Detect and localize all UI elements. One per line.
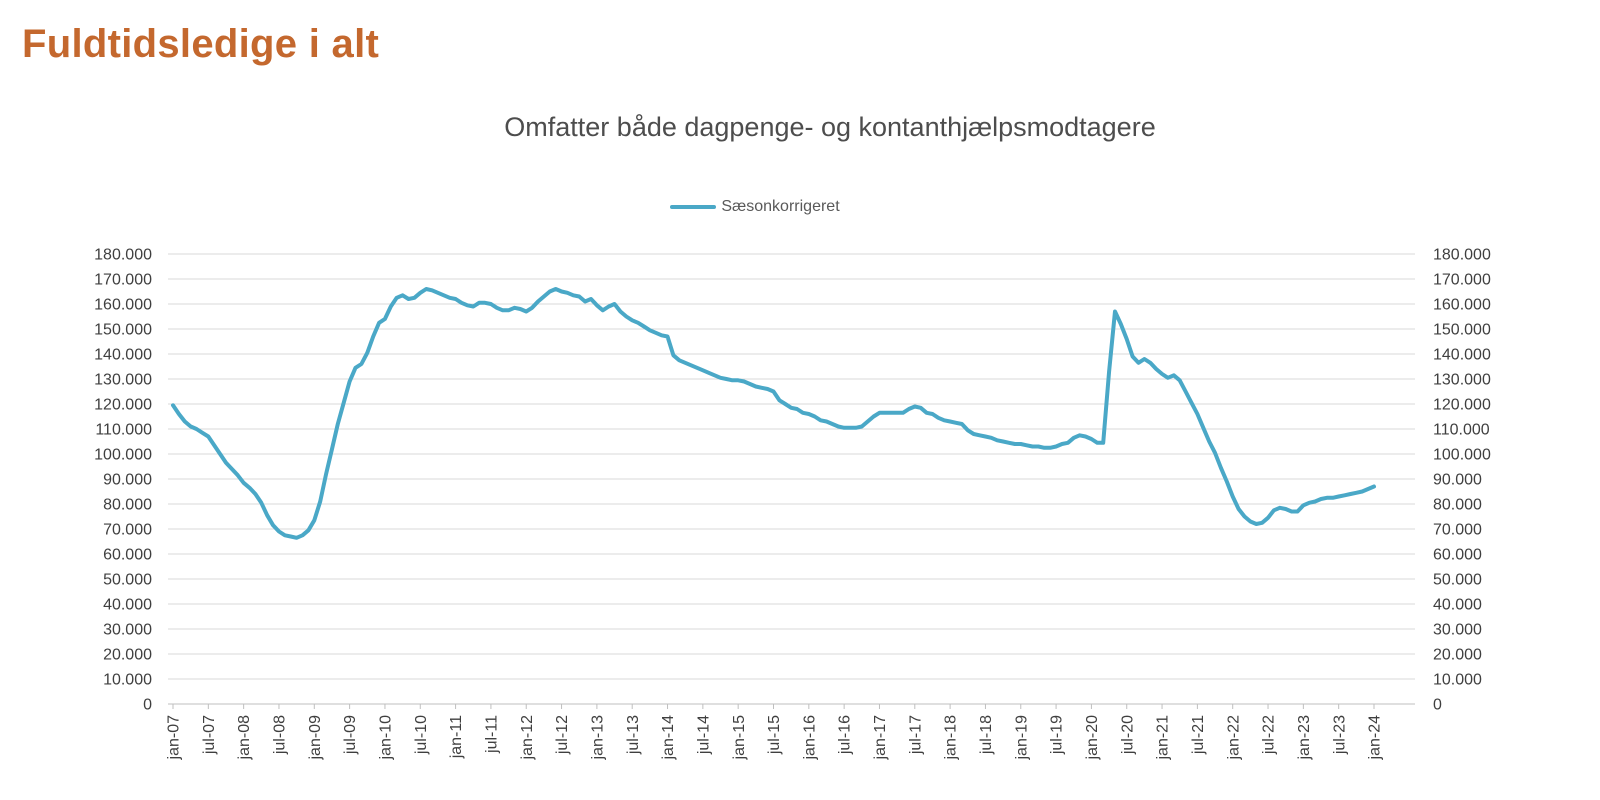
y-axis-label-right: 70.000 [1433,522,1482,539]
x-axis-label: jan-08 [236,715,253,761]
x-axis-label: jan-14 [660,715,677,761]
chart-legend: Sæsonkorrigeret [0,198,1600,216]
x-axis-label: jul-19 [1049,715,1066,755]
x-axis-label: jul-12 [554,715,571,755]
y-axis-label-right: 150.000 [1433,322,1491,339]
y-axis-label-right: 80.000 [1433,497,1482,514]
x-axis-label: jan-23 [1296,715,1313,761]
x-axis-label: jul-17 [907,715,924,755]
legend-line-swatch [670,205,717,209]
chart-title: Omfatter både dagpenge- og kontanthjælps… [504,112,1156,142]
y-axis-label-left: 10.000 [103,672,152,689]
x-axis-label: jan-24 [1367,715,1384,761]
y-axis-label-right: 0 [1433,697,1442,714]
x-axis-label: jan-13 [589,715,606,761]
y-axis-label-left: 160.000 [94,297,152,314]
y-axis-label-right: 90.000 [1433,472,1482,489]
x-axis-label: jan-21 [1155,715,1172,761]
x-axis-label: jan-18 [943,715,960,761]
y-axis-label-left: 120.000 [94,397,152,414]
y-axis-label-left: 170.000 [94,272,152,289]
y-axis-label-right: 120.000 [1433,397,1491,414]
x-axis-label: jan-09 [307,715,324,761]
y-axis-label-right: 110.000 [1433,422,1490,439]
x-axis-label: jul-15 [766,715,783,755]
x-axis-label: jan-20 [1084,715,1101,761]
y-axis-label-left: 110.000 [95,422,152,439]
y-axis-label-left: 150.000 [94,322,152,339]
page-title: Fuldtidsledige i alt [22,22,380,66]
x-axis-label: jul-21 [1190,715,1207,755]
y-axis-label-left: 40.000 [103,597,152,614]
x-axis-label: jul-18 [978,715,995,755]
x-axis-label: jan-16 [801,715,818,761]
x-axis-label: jul-22 [1261,715,1278,755]
y-axis-label-left: 130.000 [94,372,152,389]
x-axis-label: jul-11 [484,715,501,754]
y-axis-label-left: 50.000 [103,572,152,589]
y-axis-label-left: 70.000 [103,522,152,539]
x-axis-label: jan-15 [731,715,748,761]
y-axis-label-left: 60.000 [103,547,152,564]
y-axis-label-left: 30.000 [103,622,152,639]
y-axis-label-left: 90.000 [103,472,152,489]
y-axis-label-right: 40.000 [1433,597,1482,614]
x-axis-label: jul-13 [625,715,642,755]
y-axis-label-right: 10.000 [1433,672,1482,689]
series-line-saesonkorrigeret [171,287,1376,540]
x-axis-label: jul-08 [272,715,289,755]
x-axis-label: jul-10 [413,715,430,755]
x-axis-label: jan-17 [872,715,889,761]
legend-series-label: Sæsonkorrigeret [721,198,840,215]
x-axis-label: jan-11 [448,715,465,759]
y-axis-label-right: 20.000 [1433,647,1482,664]
y-axis-label-left: 140.000 [94,347,152,364]
y-axis-label-right: 170.000 [1433,272,1491,289]
y-axis-label-right: 130.000 [1433,372,1491,389]
x-axis-label: jul-16 [837,715,854,755]
x-axis-label: jan-10 [378,715,395,761]
x-axis-label: jul-20 [1119,715,1136,755]
y-axis-label-right: 100.000 [1433,447,1491,464]
y-axis-label-right: 160.000 [1433,297,1491,314]
x-axis-label: jul-23 [1331,715,1348,755]
x-axis-label: jul-09 [342,715,359,755]
y-axis-label-right: 30.000 [1433,622,1482,639]
y-axis-label-left: 100.000 [94,447,152,464]
x-axis-label: jul-07 [201,715,218,755]
y-axis-label-right: 60.000 [1433,547,1482,564]
x-axis-label: jan-12 [519,715,536,761]
x-axis-label: jan-07 [166,715,183,761]
x-axis-label: jan-19 [1013,715,1030,761]
y-axis-label-right: 180.000 [1433,247,1491,264]
y-axis-label-left: 0 [143,697,152,714]
y-axis-label-right: 50.000 [1433,572,1482,589]
x-axis-label: jul-14 [695,715,712,755]
y-axis-label-left: 20.000 [103,647,152,664]
x-axis-label: jan-22 [1225,715,1242,761]
y-axis-label-left: 180.000 [94,247,152,264]
y-axis-label-right: 140.000 [1433,347,1491,364]
y-axis-label-left: 80.000 [103,497,152,514]
